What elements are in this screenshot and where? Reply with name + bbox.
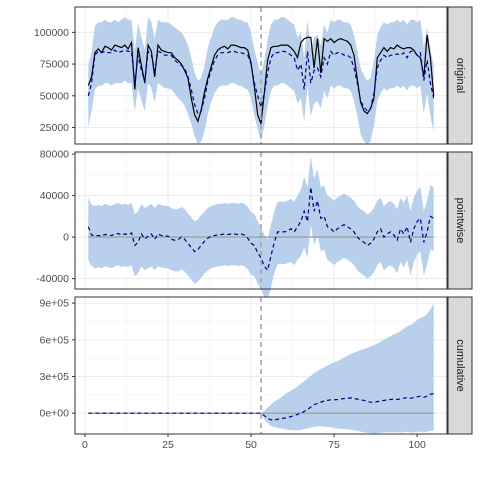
y-tick-label-original: 25000 [40, 122, 69, 134]
predicted-line-pointwise [87, 187, 435, 272]
x-tick-label: 100 [408, 439, 426, 451]
y-tick-label-original: 50000 [40, 90, 69, 102]
panel-border-original [74, 6, 448, 145]
confidence-band-cumulative [88, 303, 434, 434]
predicted-line-original [87, 49, 435, 115]
strip-original [447, 6, 473, 145]
y-tick-label-cumulative: 6e+05 [40, 334, 70, 346]
strip-label-pointwise: pointwise [454, 198, 466, 244]
panel-border-cumulative [74, 296, 448, 435]
panel-border-pointwise [74, 151, 448, 290]
y-tick-label-cumulative: 9e+05 [40, 298, 70, 310]
y-tick-label-pointwise: 80000 [40, 149, 69, 161]
y-tick-label-pointwise: 40000 [40, 190, 69, 202]
strip-label-cumulative: cumulative [454, 339, 466, 392]
y-tick-label-pointwise: -40000 [36, 273, 69, 285]
x-tick-label: 75 [328, 439, 340, 451]
x-tick-label: 25 [162, 439, 174, 451]
y-tick-label-original: 75000 [40, 59, 69, 71]
x-tick-label: 0 [82, 439, 88, 451]
predicted-line-cumulative [88, 393, 434, 421]
strip-pointwise [447, 151, 473, 290]
y-tick-label-pointwise: 0 [63, 232, 69, 244]
y-tick-label-cumulative: 3e+05 [40, 371, 70, 383]
y-tick-label-original: 100000 [34, 27, 69, 39]
y-tick-label-cumulative: 0e+00 [40, 408, 70, 420]
strip-cumulative [447, 296, 473, 435]
x-tick-label: 50 [245, 439, 257, 451]
observed-line-original [87, 34, 435, 124]
strip-label-original: original [454, 58, 466, 93]
